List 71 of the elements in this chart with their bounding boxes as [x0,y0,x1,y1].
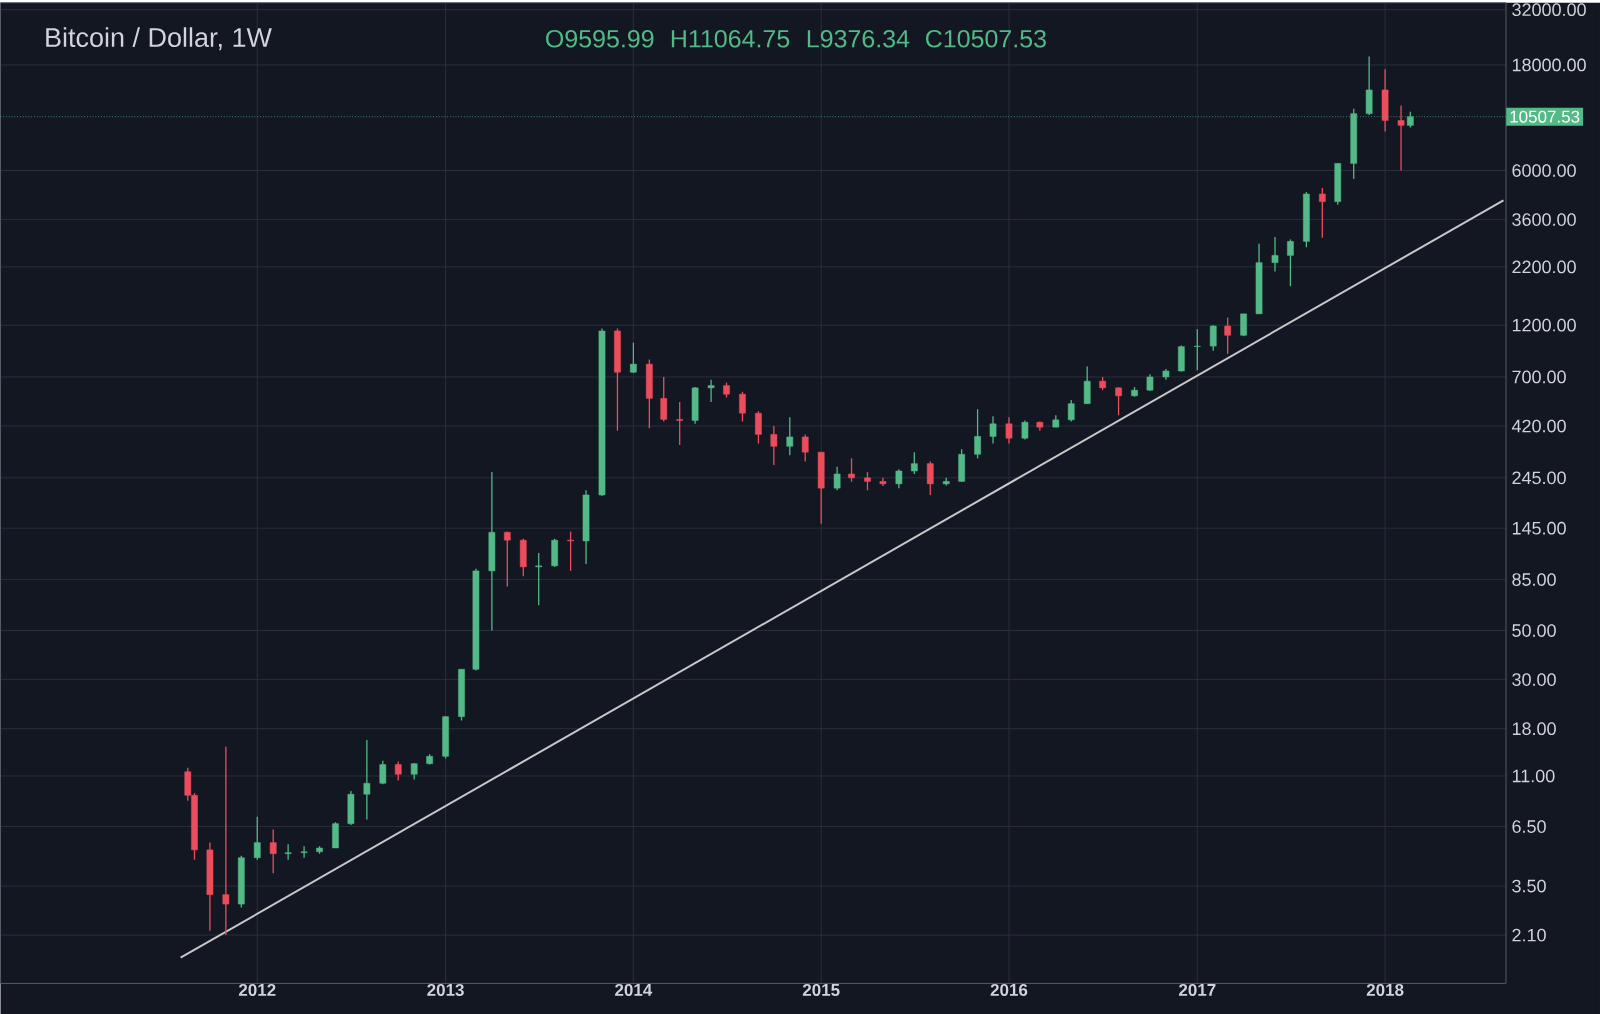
y-tick-label: 420.00 [1511,419,1566,433]
candlestick [1287,238,1294,287]
candlestick [300,845,308,859]
y-tick-label: 145.00 [1512,521,1566,535]
candlestick [910,451,918,475]
annotation: H11064.75 [671,29,790,48]
y-tick-label: 50.00 [1512,623,1556,637]
y-tick-label: 2.10 [1512,928,1546,942]
y-tick-label: 18000.00 [1512,58,1586,72]
annotation: L9376.34 [807,29,910,48]
annotation: C10507.53 [926,29,1046,48]
annotation: O9595.99 [546,29,654,48]
y-tick-label: 1200.00 [1512,318,1576,332]
candlestick [1193,328,1201,371]
y-tick-label: 6.50 [1512,819,1546,833]
y-tick-label: 700.00 [1512,370,1566,384]
candlestick [503,530,511,588]
y-tick-label: 6000.00 [1512,163,1576,177]
candlestick [567,530,574,572]
candlestick [1271,236,1279,272]
candlestick [269,828,277,874]
y-tick-label: 30.00 [1512,673,1556,686]
candlestick [926,460,934,496]
x-tick-label: 2016 [990,983,1028,996]
candlestick [707,378,715,403]
x-tick-label: 2012 [238,983,276,996]
x-tick-label: 2013 [427,983,464,996]
candlestick [1005,416,1013,444]
candlestick [895,468,903,489]
x-tick-label: 2015 [802,983,840,996]
candlestick [284,843,292,861]
candlestick [786,416,794,456]
candlestick [1240,312,1247,337]
candlestick [1115,386,1122,416]
y-tick-label: 11.00 [1512,769,1555,783]
candlestick [1067,399,1075,423]
candlestick [1224,316,1231,355]
y-tick-label: 32000.00 [1512,3,1586,16]
x-tick-label: 2018 [1366,983,1404,996]
candlestick [801,433,809,463]
candlestick [1318,187,1326,239]
candlestick [1209,324,1217,352]
candlestick [848,457,855,483]
candlestick [363,739,371,820]
y-tick-label: 245.00 [1512,471,1566,484]
candlestick [222,745,230,936]
candlestick [253,815,261,861]
y-tick-label: 2200.00 [1512,260,1576,274]
candlestick [535,552,543,606]
text: Bitcoin / Dollar, 1W [46,27,272,51]
candlestick [974,408,981,459]
candlestick [833,465,841,491]
x-tick-label: 2017 [1178,983,1216,996]
ref-line-label: 10507.53 [1510,110,1580,123]
candlestick [770,425,778,466]
candlestick [660,376,668,423]
x-tick-label: 2014 [615,983,653,996]
candlestick [864,471,871,491]
candlestick [676,401,684,446]
candlestick [1083,365,1091,405]
candlestick [394,760,402,781]
candlestick [630,341,637,374]
y-tick-label: 3600.00 [1512,213,1576,226]
candlestick [739,390,746,423]
candlestick [1397,104,1405,171]
candlestick [755,410,762,444]
y-tick-label: 18.00 [1512,722,1556,735]
candlestick [1021,419,1029,440]
y-tick-label: 3.50 [1512,879,1546,893]
candlestick [989,415,997,444]
y-tick-label: 85.00 [1512,572,1556,586]
